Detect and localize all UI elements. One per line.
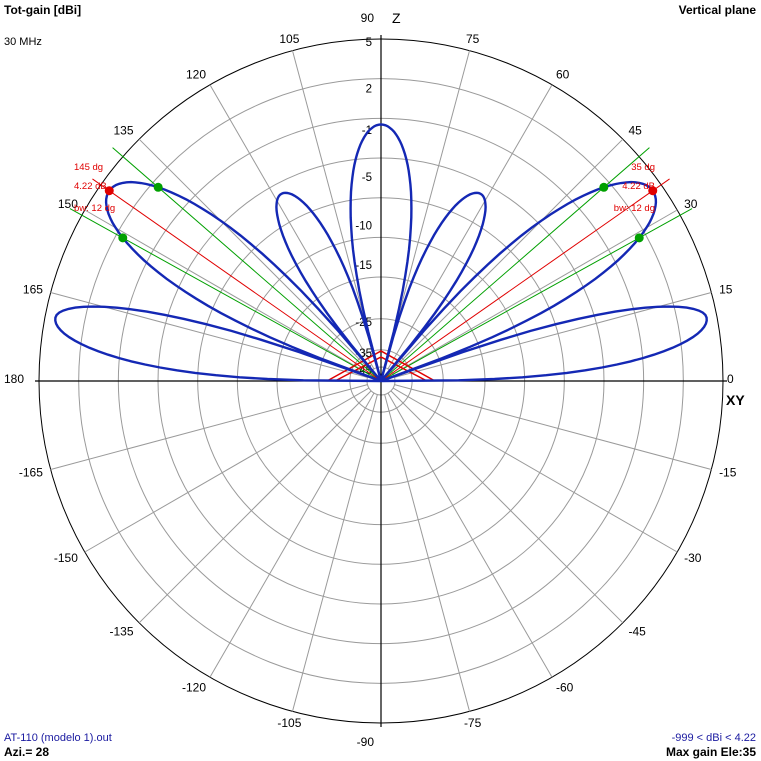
- angle-label: -60: [556, 681, 574, 695]
- ring-label: -10: [355, 221, 372, 233]
- marker-label: bw: 12 dg: [74, 203, 115, 214]
- grid-spoke: [387, 84, 553, 370]
- feed-shape: [326, 350, 436, 382]
- marker-label: 145 dg: [74, 162, 103, 173]
- marker-label: 4.22 dB: [622, 181, 655, 192]
- angle-label: 150: [58, 197, 78, 211]
- xy-axis-label: XY: [726, 392, 745, 408]
- angle-label: 0: [727, 372, 734, 386]
- max-gain-label: Max gain Ele:35: [665, 745, 756, 759]
- beamwidth-line: [380, 147, 650, 382]
- plane-label: Vertical plane: [678, 3, 756, 17]
- angle-label: -135: [109, 624, 133, 638]
- angle-labels: 0 15 30 45 60 75 90 105 120 135 150 165 180 -165 -150 -…: [4, 10, 745, 749]
- marker-label: 4.22 dB: [74, 181, 107, 192]
- angle-label: 120: [186, 67, 206, 81]
- max-gain-point: [104, 186, 114, 196]
- angle-label: -150: [54, 551, 78, 565]
- grid-spoke: [390, 138, 624, 372]
- marker-label: bw: 12 dg: [614, 203, 655, 214]
- max-gain-line: [380, 178, 670, 382]
- grid-spoke: [209, 84, 375, 370]
- marker-label: 35 dg: [631, 162, 655, 173]
- angle-label: 105: [279, 32, 299, 46]
- grid-spoke: [50, 384, 368, 470]
- ring-label: -15: [355, 260, 372, 272]
- angle-label: 75: [466, 32, 480, 46]
- azimuth-label: Azi.= 28: [4, 745, 50, 759]
- max-gain-line: [92, 178, 382, 382]
- z-axis-label: Z: [392, 10, 401, 26]
- grid-spoke: [392, 209, 678, 375]
- ring-label: -1: [362, 125, 372, 137]
- angle-label: -75: [464, 716, 482, 730]
- grid-spoke: [387, 392, 553, 678]
- angle-label: -15: [719, 466, 737, 480]
- marker-annotations: 35 dg 4.22 dB bw: 12 dg 145 dg 4.22 dB bw: 12…: [74, 162, 655, 214]
- angle-label: -30: [684, 551, 702, 565]
- beamwidth-point: [634, 233, 644, 243]
- grid-spoke: [84, 387, 370, 553]
- angle-label: 135: [113, 124, 133, 138]
- filename-label: AT-110 (modelo 1).out: [4, 732, 112, 744]
- ring-label: 5: [366, 37, 372, 49]
- radiation-pattern-curve: [54, 123, 708, 383]
- angle-label: 180: [4, 372, 24, 386]
- angle-label: 165: [23, 282, 43, 296]
- angle-label: 90: [361, 11, 375, 25]
- grid-spoke: [138, 390, 372, 624]
- grid-spoke: [392, 387, 678, 553]
- beamwidth-line: [112, 147, 382, 382]
- grid-spoke: [390, 390, 624, 624]
- angle-label: -120: [182, 681, 206, 695]
- grid-spoke: [394, 384, 712, 470]
- chart-title: Tot-gain [dBi]: [4, 3, 82, 17]
- feed-shape-inner: [334, 356, 428, 382]
- angle-label: 15: [719, 282, 733, 296]
- gain-range-label: -999 < dBi < 4.22: [671, 732, 756, 744]
- angle-label: -105: [277, 716, 301, 730]
- ring-label: -5: [362, 172, 372, 184]
- grid-spoke: [138, 138, 372, 372]
- ring-labels: 52-1-5-10-15-25-35-45: [355, 37, 372, 377]
- angle-label: 45: [628, 124, 642, 138]
- beamwidth-point: [599, 182, 609, 192]
- ring-label: 2: [366, 84, 372, 96]
- frequency-label: 30 MHz: [4, 36, 42, 48]
- angle-label: 60: [556, 67, 570, 81]
- angle-label: -90: [357, 735, 375, 749]
- max-gain-point: [648, 186, 658, 196]
- beamwidth-line: [380, 208, 693, 382]
- beamwidth-line: [69, 208, 382, 382]
- beamwidth-points: [104, 182, 658, 243]
- angle-label: -165: [19, 466, 43, 480]
- grid-spoke: [209, 392, 375, 678]
- beamwidth-point: [118, 233, 128, 243]
- grid-spoke: [292, 394, 378, 712]
- beamwidth-point: [153, 182, 163, 192]
- angle-label: -45: [628, 624, 646, 638]
- grid-spoke: [384, 394, 470, 712]
- angle-label: 30: [684, 197, 698, 211]
- grid-spoke: [84, 209, 370, 375]
